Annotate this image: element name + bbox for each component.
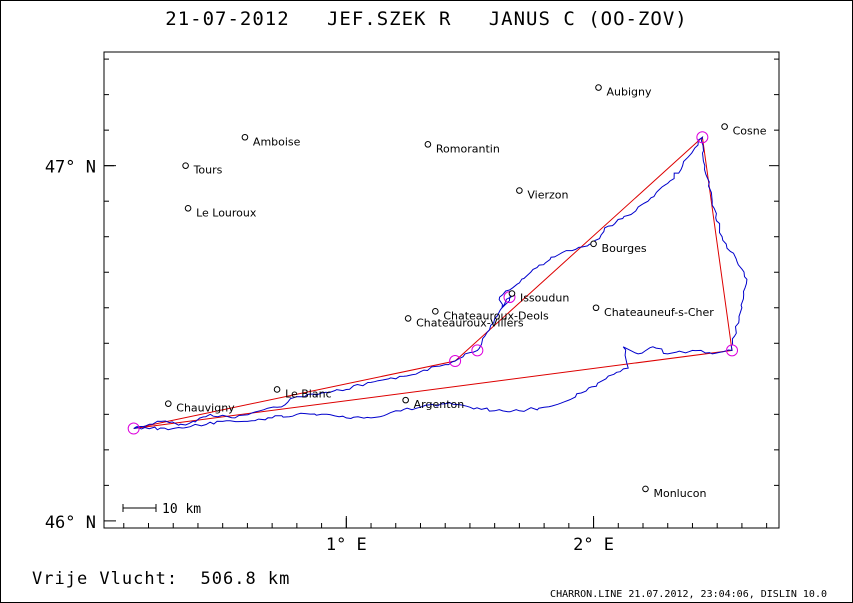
flight-title: 21-07-2012 JEF.SZEK R JANUS C (OO-ZOV) bbox=[165, 8, 688, 30]
city-label: Monlucon bbox=[653, 487, 706, 500]
lat-tick-label: 47° N bbox=[45, 158, 96, 178]
city-marker bbox=[516, 187, 523, 194]
turnpoint-marker bbox=[696, 131, 709, 144]
city-marker bbox=[184, 204, 192, 212]
turnpoint-marker bbox=[726, 344, 739, 357]
city-label: Chateauneuf-s-Cher bbox=[604, 306, 714, 319]
city-label: Romorantin bbox=[436, 142, 500, 155]
city-label: Chateauroux-Villers bbox=[416, 316, 524, 329]
city-label: Tours bbox=[193, 164, 223, 177]
city-label: Issoudun bbox=[520, 292, 569, 305]
city-label: Amboise bbox=[253, 135, 301, 148]
track-line bbox=[133, 136, 748, 431]
city-marker bbox=[592, 304, 600, 312]
city-label: Le Blanc bbox=[285, 387, 332, 400]
city-label: Argenton bbox=[414, 398, 465, 411]
turnpoint-marker bbox=[127, 422, 140, 435]
city-marker bbox=[164, 400, 172, 407]
task-route bbox=[133, 136, 733, 429]
free-flight-distance: Vrije Vlucht: 506.8 km bbox=[32, 569, 291, 589]
task-line bbox=[133, 136, 733, 429]
city-marker bbox=[273, 386, 281, 393]
footer-info: CHARRON.LINE 21.07.2012, 23:04:06, DISLI… bbox=[550, 589, 827, 600]
flight-track bbox=[133, 136, 748, 431]
lon-tick-label: 1° E bbox=[326, 535, 367, 555]
city-label: Vierzon bbox=[527, 189, 568, 202]
city-marker bbox=[424, 141, 432, 148]
city-marker bbox=[182, 162, 189, 169]
city-label: Chauvigny bbox=[176, 402, 235, 415]
city-marker bbox=[595, 84, 602, 91]
axis-ticks: 46° N 47° N 1° E 2° E bbox=[45, 58, 779, 555]
plot-frame bbox=[103, 51, 780, 529]
lon-tick-label: 2° E bbox=[573, 535, 614, 555]
city-label: Le Louroux bbox=[196, 206, 257, 219]
turnpoints bbox=[127, 131, 739, 435]
city-marker bbox=[642, 485, 649, 493]
city-marker bbox=[508, 290, 516, 297]
city-label: Aubigny bbox=[607, 86, 652, 99]
city-marker bbox=[590, 240, 597, 248]
city-marker bbox=[721, 123, 728, 130]
city-marker bbox=[241, 133, 249, 141]
turnpoint-marker bbox=[471, 344, 484, 357]
city-marker bbox=[432, 308, 439, 315]
turnpoint-marker bbox=[449, 355, 462, 368]
scale-label: 10 km bbox=[162, 502, 201, 517]
city-label: Cosne bbox=[733, 125, 767, 138]
city-label: Bourges bbox=[602, 242, 647, 255]
city-markers: Aubigny Cosne Amboise Romorantin Tours Vierzo… bbox=[164, 84, 767, 500]
scale-bar: 10 km bbox=[122, 502, 201, 517]
city-marker bbox=[402, 396, 409, 404]
lat-tick-label: 46° N bbox=[45, 513, 96, 533]
city-label: Chateauroux-Deols bbox=[443, 309, 549, 322]
city-marker bbox=[404, 315, 412, 322]
